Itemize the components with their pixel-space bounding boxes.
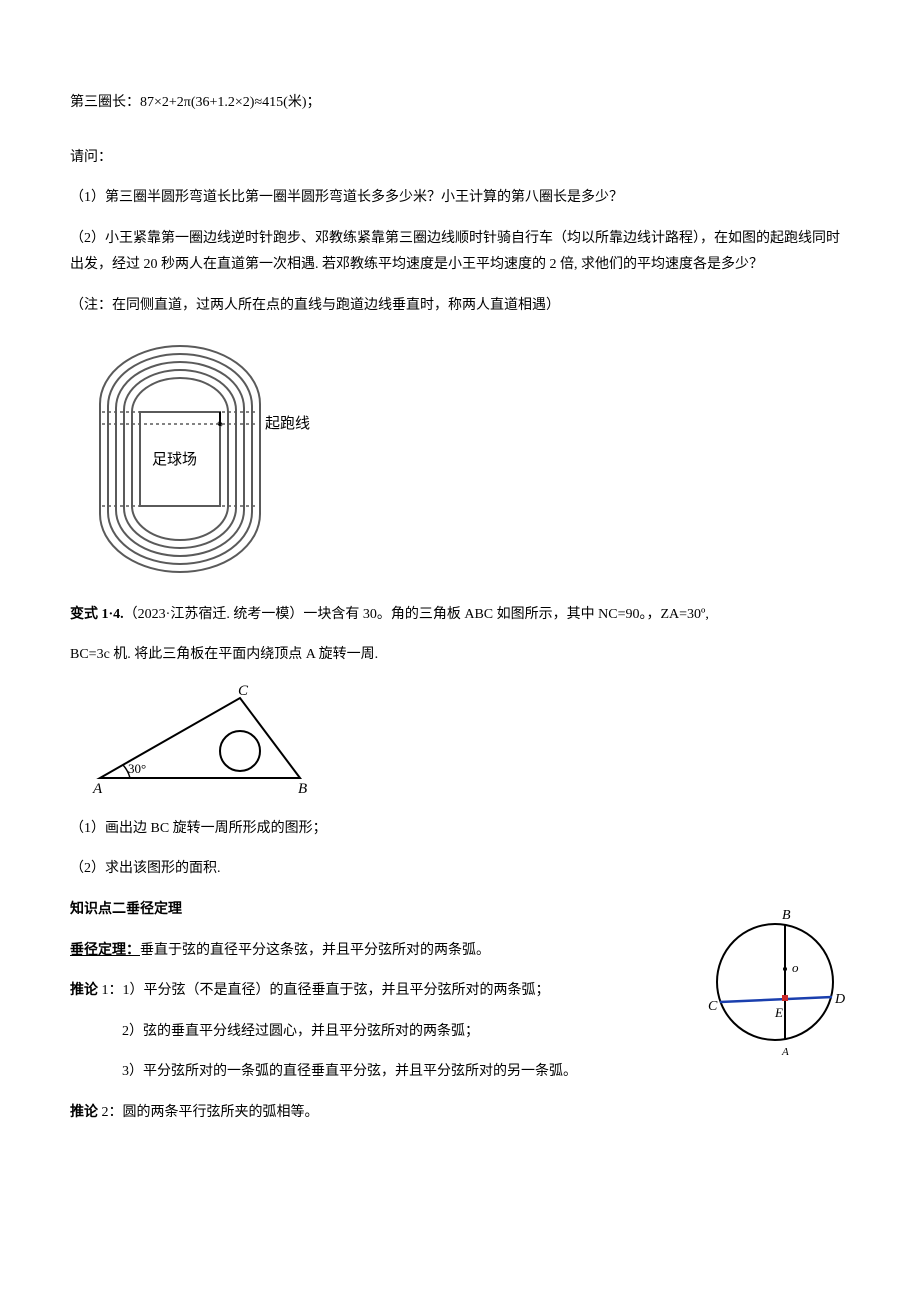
variant-line-2: BC=3c 机. 将此三角板在平面内绕顶点 A 旋转一周. (70, 642, 850, 669)
note-text: （注：在同侧直道，过两人所在点的直线与跑道边线垂直时，称两人直道相遇） (70, 293, 850, 320)
corollary-1-label: 推论 (70, 983, 98, 998)
svg-text:C: C (708, 999, 718, 1014)
svg-text:D: D (834, 992, 845, 1007)
triangle-figure: A B C 30° (70, 683, 850, 798)
svg-text:A: A (781, 1046, 789, 1058)
top-formula: 第三圈长：87×2+2π(36+1.2×2)≈415(米)； (70, 90, 850, 117)
svg-text:E: E (774, 1005, 783, 1020)
corollary-1-body: 1：1）平分弦（不是直径）的直径垂直于弦，并且平分弦所对的两条弧； (98, 983, 550, 998)
variant-prefix: 变式 1·4. (70, 607, 124, 622)
variant-source: （2023·江苏宿迁. 统考一模）一块含有 30。角的三角板 ABC 如图所示，… (124, 607, 709, 622)
question-1: （1）第三圈半圆形弯道长比第一圈半圆形弯道长多多少米？小王计算的第八圈长是多少？ (70, 185, 850, 212)
svg-text:B: B (298, 781, 307, 797)
svg-text:o: o (792, 960, 799, 975)
field-label: 足球场 (152, 451, 197, 468)
corollary-2: 推论 2：圆的两条平行弦所夹的弧相等。 (70, 1100, 850, 1127)
start-line-label: 起跑线 (265, 415, 310, 432)
track-figure: 起跑线 足球场 (70, 334, 850, 584)
theorem-label: 垂径定理： (70, 943, 140, 958)
ask-label: 请问： (70, 145, 850, 172)
variant-heading: 变式 1·4.（2023·江苏宿迁. 统考一模）一块含有 30。角的三角板 AB… (70, 602, 850, 629)
svg-text:B: B (782, 908, 791, 923)
corollary-2-body: 2：圆的两条平行弦所夹的弧相等。 (98, 1105, 319, 1120)
corollary-2-label: 推论 (70, 1105, 98, 1120)
question-2: （2）小王紧靠第一圈边线逆时针跑步、邓教练紧靠第三圈边线顺时针骑自行车（均以所靠… (70, 226, 850, 279)
circle-figure: B C D o E A (700, 897, 850, 1067)
subquestion-1: （1）画出边 BC 旋转一周所形成的图形； (70, 816, 850, 843)
svg-text:30°: 30° (128, 761, 146, 776)
theorem-body: 垂直于弦的直径平分这条弦，并且平分弦所对的两条弧。 (140, 943, 490, 958)
subquestion-2: （2）求出该图形的面积. (70, 856, 850, 883)
svg-text:C: C (238, 683, 249, 699)
svg-text:A: A (92, 781, 103, 797)
